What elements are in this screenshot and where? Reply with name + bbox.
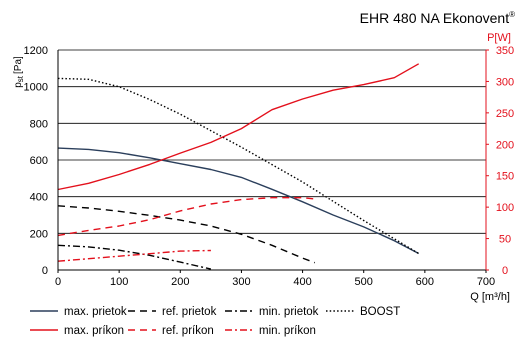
y-right-tick-label: 150 xyxy=(496,171,514,183)
series-line-max-prikon xyxy=(58,64,419,190)
ticks-layer: 0 100 200 300 400 500 600 700020040060080010001… xyxy=(24,45,515,288)
y-axis-left-label-sub: st xyxy=(16,75,25,82)
series-line-min-prietok xyxy=(58,245,211,269)
y-axis-right-label: P[W] xyxy=(487,32,511,44)
y-right-tick-label: 350 xyxy=(496,45,514,57)
y-right-tick-label: 100 xyxy=(496,202,514,214)
y-left-tick-label: 0 xyxy=(42,265,48,277)
x-tick-label: 0 xyxy=(55,276,61,288)
x-tick-label: 100 xyxy=(110,276,128,288)
y-left-tick-label: 800 xyxy=(30,118,48,130)
y-right-tick-label: 250 xyxy=(496,108,514,120)
legend: max. prietok ref. prietok min. prietok BOOS… xyxy=(30,306,400,337)
y-axis-left-label-unit: [Pa] xyxy=(13,56,24,74)
legend-label: min. príkon xyxy=(259,325,316,337)
grid-layer xyxy=(58,50,486,233)
x-tick-label: 500 xyxy=(355,276,373,288)
legend-label: BOOST xyxy=(360,306,400,318)
legend-label: max. príkon xyxy=(64,325,124,337)
y-left-tick-label: 400 xyxy=(30,192,48,204)
x-tick-label: 600 xyxy=(416,276,434,288)
legend-label: max. prietok xyxy=(64,306,127,318)
series-line-max-prietok xyxy=(58,148,419,253)
y-right-tick-label: 50 xyxy=(499,234,511,246)
registered-mark: ® xyxy=(509,10,515,19)
series-layer xyxy=(58,64,419,269)
y-axis-left-label: pst[Pa] xyxy=(13,56,25,88)
y-left-tick-label: 1200 xyxy=(24,45,48,57)
x-tick-label: 400 xyxy=(293,276,311,288)
x-tick-label: 300 xyxy=(232,276,250,288)
y-right-tick-label: 200 xyxy=(496,139,514,151)
y-right-tick-label: 300 xyxy=(496,76,514,88)
series-line-ref-prietok xyxy=(58,206,315,263)
y-left-tick-label: 1000 xyxy=(24,82,48,94)
chart-title-text: EHR 480 NA Ekonovent xyxy=(360,10,510,26)
legend-label: ref. prietok xyxy=(162,306,217,318)
chart-title: EHR 480 NA Ekonovent® xyxy=(360,10,515,26)
y-right-tick-label: 0 xyxy=(502,265,508,277)
y-left-tick-label: 600 xyxy=(30,155,48,167)
legend-label: min. prietok xyxy=(259,306,319,318)
series-line-ref-prikon xyxy=(58,198,315,236)
x-tick-label: 200 xyxy=(171,276,189,288)
x-axis-label: Q [m³/h] xyxy=(470,291,510,303)
x-tick-label: 700 xyxy=(477,276,495,288)
legend-label: ref. príkon xyxy=(162,325,214,337)
y-left-tick-label: 200 xyxy=(30,228,48,240)
